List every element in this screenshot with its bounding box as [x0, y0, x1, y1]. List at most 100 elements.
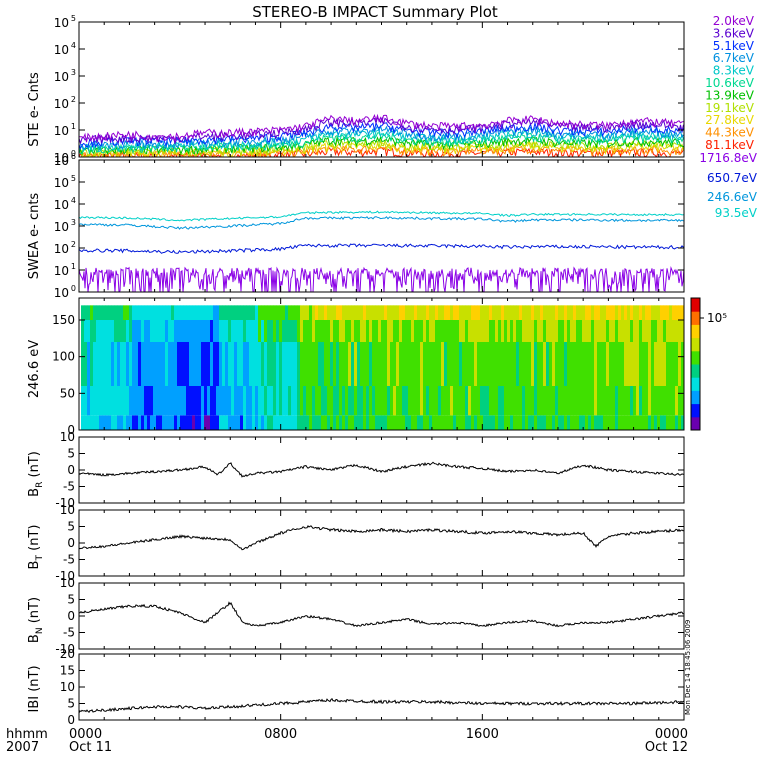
pad-cell	[96, 415, 100, 430]
pad-cell	[465, 342, 469, 386]
colorbar-segment	[691, 298, 700, 312]
pad-cell	[456, 415, 460, 430]
pad-cell	[90, 342, 94, 386]
pad-cell	[192, 415, 196, 430]
pad-cell	[636, 342, 640, 386]
pad-cell	[360, 320, 364, 342]
pad-cell	[624, 415, 628, 430]
pad-cell	[618, 305, 622, 320]
pad-cell	[138, 415, 142, 430]
pad-cell	[183, 320, 187, 342]
pad-cell	[468, 305, 472, 320]
pad-cell	[642, 342, 646, 386]
pad-cell	[420, 305, 424, 320]
pad-cell	[105, 320, 109, 342]
pad-cell	[294, 386, 298, 416]
pad-cell	[81, 386, 85, 416]
pad-cell	[165, 415, 169, 430]
pad-cell	[600, 386, 604, 416]
swea-series-line	[79, 243, 684, 254]
pad-cell	[624, 386, 628, 416]
pad-cell	[369, 342, 373, 386]
pad-cell	[99, 386, 103, 416]
pad-cell	[492, 415, 496, 430]
pad-cell	[108, 415, 112, 430]
pad-cell	[300, 386, 304, 416]
bt-ylabel: BT (nT)	[27, 525, 45, 570]
pad-cell	[156, 415, 160, 430]
pad-cell	[522, 386, 526, 416]
pad-cells	[81, 305, 685, 430]
pad-cell	[81, 320, 85, 342]
colorbar-segment	[691, 324, 700, 339]
pad-cell	[480, 305, 484, 320]
pad-cell	[435, 320, 439, 342]
pad-cell	[606, 305, 610, 320]
pad-cell	[141, 386, 145, 416]
pad-cell	[642, 415, 646, 430]
pad-cell	[342, 305, 346, 320]
pad-cell	[561, 305, 565, 320]
pad-cell	[330, 342, 334, 386]
pad-cell	[180, 386, 184, 416]
pad-cell	[294, 320, 298, 342]
pad-cell	[375, 342, 379, 386]
pad-cell	[420, 342, 424, 386]
pad-cell	[207, 415, 211, 430]
pad-cell	[324, 305, 328, 320]
pad-cell	[87, 320, 91, 342]
pad-cell	[141, 320, 145, 342]
pad-cell	[627, 342, 631, 386]
pad-cell	[621, 320, 625, 342]
bt-ylabel-sub: T	[35, 555, 45, 562]
pad-cell	[159, 305, 163, 320]
pad-cell	[87, 415, 91, 430]
pad-cell	[420, 415, 424, 430]
pad-cell	[363, 342, 367, 386]
pad-cell	[99, 305, 103, 320]
pad-cell	[672, 415, 676, 430]
pad-cell	[483, 386, 487, 416]
pad-cell	[132, 320, 136, 342]
pad-cell	[648, 342, 652, 386]
pad-cell	[297, 386, 301, 416]
bn-ylabel-unit: (nT)	[27, 597, 42, 627]
pad-cell	[360, 305, 364, 320]
pad-cell	[168, 305, 172, 320]
pad-cell	[201, 320, 205, 342]
pad-cell	[504, 320, 508, 342]
pad-cell	[357, 320, 361, 342]
pad-cell	[567, 342, 571, 386]
pad-cell	[84, 342, 88, 386]
pad-cell	[141, 415, 145, 430]
pad-cell	[453, 320, 457, 342]
swea-ytick-exp: 6	[71, 152, 76, 161]
pad-cell	[597, 415, 601, 430]
pad-cell	[93, 305, 97, 320]
pad-cell	[291, 415, 295, 430]
footer-date-label: Oct 12	[645, 740, 688, 755]
pad-cell	[294, 342, 298, 386]
pad-cell	[267, 305, 271, 320]
pad-cell	[666, 305, 670, 320]
pad-cell	[261, 415, 265, 430]
pad-cell	[372, 305, 376, 320]
pad-cell	[507, 415, 511, 430]
pad-cell	[99, 320, 103, 342]
pad-cell	[465, 415, 469, 430]
pad-cell	[648, 415, 652, 430]
pad-cell	[135, 305, 139, 320]
pad-ytick-label: 150	[52, 313, 75, 327]
pad-cell	[513, 305, 517, 320]
pad-cell	[129, 386, 133, 416]
pad-cell	[384, 320, 388, 342]
pad-cell	[186, 386, 190, 416]
pad-cell	[216, 386, 220, 416]
ste-series-group	[79, 113, 684, 157]
pad-cell	[438, 342, 442, 386]
pad-cell	[312, 415, 316, 430]
swea-series-group	[79, 210, 684, 292]
pad-cell	[588, 386, 592, 416]
pad-cell	[306, 386, 310, 416]
pad-cell	[240, 320, 244, 342]
